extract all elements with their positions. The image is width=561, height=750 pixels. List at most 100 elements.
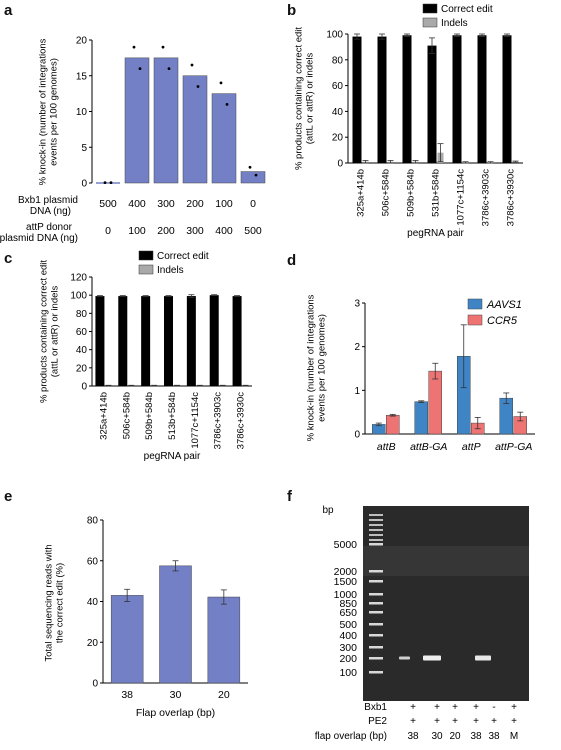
e-y-tick-label: 80 (87, 516, 99, 527)
gel-ladder-label: 650 (339, 607, 357, 619)
c-legend-label: Correct edit (157, 251, 209, 262)
b-x-tick-label: 531b+584b (431, 169, 442, 217)
gel-row-label: flap overlap (bp) (315, 731, 387, 742)
a-point (254, 173, 258, 177)
gel-row-value: + (511, 702, 517, 713)
panel-label-d: d (287, 252, 297, 269)
c-x-tick-label: 1077c+1154c (190, 392, 201, 449)
a-point (132, 45, 136, 49)
d-bar-ccr5 (428, 370, 442, 435)
c-x-tick-label: 506c+584b (121, 392, 132, 439)
a-attp-value: 300 (186, 225, 204, 237)
e-bar (207, 596, 241, 684)
e-x-tick-label: 20 (218, 689, 230, 701)
b-x-tick-label: 3786c+3903c (481, 169, 492, 227)
a-ylabel-line: % knock-in (number of integrations (38, 38, 49, 185)
e-ylabel-line: Total sequencing reads with (44, 544, 55, 661)
gel-row-value: + (410, 716, 416, 727)
gel-background (363, 506, 529, 701)
c-bar-correct (118, 296, 128, 386)
a-bxb1-value: 0 (250, 198, 256, 210)
e-xlabel: Flap overlap (bp) (136, 707, 215, 719)
c-y-tick-label: 120 (70, 273, 87, 284)
c-x-tick-label: 509b+584b (144, 392, 155, 440)
c-bar-correct (141, 296, 151, 386)
a-point (219, 81, 223, 85)
a-attp-value: 400 (215, 225, 233, 237)
c-y-tick-label: 0 (81, 382, 87, 393)
gel-row-value: + (410, 702, 416, 713)
b-bar-correct (402, 35, 412, 163)
a-point (103, 181, 107, 185)
c-y-tick-label: 20 (76, 363, 88, 374)
a-point (138, 67, 142, 70)
c-x-tick-label: 3786c+3903c (213, 392, 224, 450)
a-bxb1-value: 100 (215, 198, 233, 210)
d-legend-label: CCR5 (487, 315, 518, 327)
chart-c: 0 20 40 60 80 100 120 % products containing cor… (39, 250, 252, 462)
c-bar-correct (209, 295, 219, 386)
gel-ladder-label: 850 (339, 598, 357, 610)
e-y-tick-label: 60 (87, 556, 99, 567)
gel-row-value: + (473, 716, 479, 727)
b-bar-correct (452, 35, 462, 163)
b-bar-correct (377, 36, 387, 163)
gel-ladder-band (369, 580, 383, 583)
c-bar-correct (95, 296, 105, 386)
gel-ladder-label: 5000 (334, 539, 358, 551)
gel-sample-band (399, 656, 410, 660)
gel-ladder-label: 2000 (334, 566, 358, 578)
gel-unit-label: bp (322, 505, 334, 516)
d-ylabel-line: events per 100 genomes) (317, 314, 328, 422)
b-x-tick-label: 506c+584b (381, 169, 392, 216)
e-y-tick-label: 0 (92, 679, 98, 690)
gel-ladder-band (369, 634, 383, 637)
gel-ladder-band (369, 514, 383, 516)
gel-ladder-label: 200 (339, 653, 357, 665)
gel-ladder-band (369, 646, 383, 649)
a-bar (182, 75, 208, 184)
a-bar (124, 57, 150, 184)
panel-label-c: c (4, 250, 13, 267)
b-legend-swatch (422, 3, 438, 14)
e-bar (110, 595, 144, 684)
gel-row-value: - (492, 702, 495, 713)
c-y-tick-label: 80 (76, 309, 88, 320)
gel-ladder-band (369, 593, 383, 596)
gel-ladder-label: 1500 (334, 576, 358, 588)
gel-ladder-label: 300 (339, 642, 357, 654)
a-bxb1-value: 500 (99, 198, 117, 210)
b-x-tick-label: 325a+414b (356, 169, 367, 217)
a-attp-value: 200 (157, 225, 175, 237)
c-y-tick-label: 60 (76, 327, 88, 338)
a-bar (153, 57, 179, 184)
b-ylabel-line: % products containing correct edit (294, 27, 305, 170)
b-y-tick-label: 0 (337, 159, 343, 170)
a-attp-label: plasmid DNA (ng) (0, 233, 78, 244)
b-x-tick-label: 3786c+3930c (506, 169, 517, 227)
d-x-tick-label: attB (377, 441, 396, 453)
b-legend-swatch (422, 17, 438, 28)
chart-e: 0 20 40 60 80 Total sequencing reads with the … (44, 516, 248, 719)
c-bar-correct (232, 296, 242, 386)
e-y-tick-label: 20 (87, 638, 99, 649)
gel-ladder-band (369, 543, 383, 546)
gel-row-value: + (511, 716, 517, 727)
gel-row-value: 20 (449, 731, 461, 742)
gel-ladder-label: 500 (339, 619, 357, 631)
a-bxb1-value: 200 (186, 198, 204, 210)
a-point (248, 165, 252, 169)
d-y-tick-label: 0 (354, 430, 360, 441)
a-bxb1-label: DNA (ng) (30, 206, 71, 217)
a-y-tick-label: 20 (76, 36, 88, 47)
a-y-tick-label: 10 (76, 107, 88, 118)
b-bar-correct (502, 35, 512, 163)
gel-ladder-band (369, 671, 383, 674)
a-bar (240, 171, 266, 184)
c-bar-correct (164, 296, 173, 386)
gel-ladder-band (369, 611, 383, 614)
a-y-tick-label: 15 (76, 71, 88, 82)
panel-label-e: e (4, 488, 13, 505)
gel-ladder-band (369, 519, 383, 521)
d-x-tick-label: attP (462, 441, 481, 453)
